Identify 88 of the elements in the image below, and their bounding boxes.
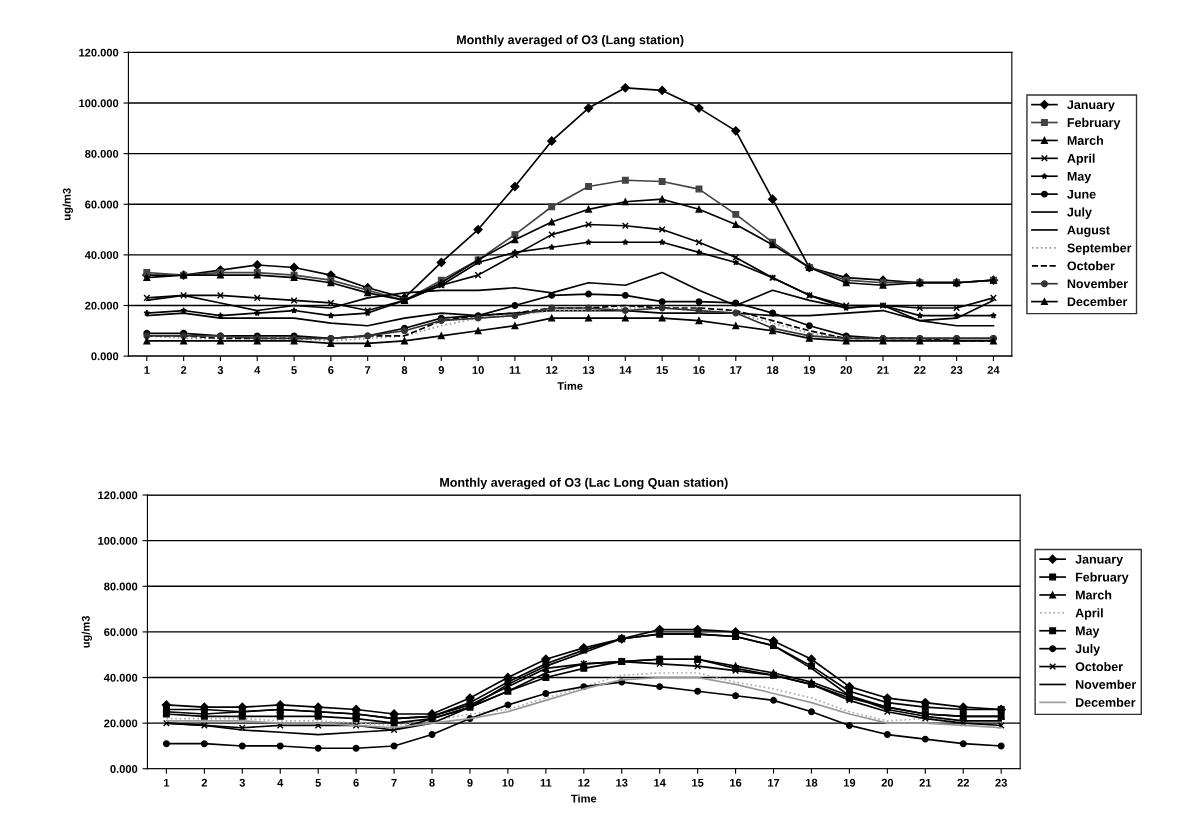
x-tick-label: 12 xyxy=(546,366,558,374)
x-tick-label: 5 xyxy=(291,366,297,374)
x-tick-label: 15 xyxy=(656,366,669,374)
x-tick-label: 1 xyxy=(164,778,170,787)
x-tick-label: 13 xyxy=(583,366,595,374)
y-tick-label: 40.000 xyxy=(103,673,138,682)
legend-label: June xyxy=(1067,189,1096,199)
x-tick-label: 20 xyxy=(881,778,894,787)
x-tick-label: 14 xyxy=(619,366,632,374)
legend-label: December xyxy=(1067,296,1128,307)
x-tick-label: 23 xyxy=(950,366,963,374)
y-tick-label: 100.000 xyxy=(98,536,138,545)
legend-label: November xyxy=(1067,279,1128,289)
x-tick-label: 21 xyxy=(877,366,889,374)
y-tick-label: 40.000 xyxy=(84,251,119,259)
legend-label: September xyxy=(1067,243,1132,255)
x-tick-label: 22 xyxy=(914,366,926,374)
x-tick-label: 19 xyxy=(803,366,816,374)
chart-title: Monthly averaged of O3 (Lang station) xyxy=(457,35,684,47)
x-tick-label: 4 xyxy=(277,778,284,787)
legend-label: April xyxy=(1075,608,1103,620)
legend-label: May xyxy=(1067,172,1092,184)
x-tick-label: 2 xyxy=(180,366,187,374)
x-axis-title: Time xyxy=(571,794,597,803)
legend-label: August xyxy=(1067,225,1110,237)
legend-label: February xyxy=(1075,572,1129,585)
x-tick-label: 18 xyxy=(805,778,818,787)
x-tick-label: 17 xyxy=(768,778,780,787)
y-axis-title: ug/m3 xyxy=(62,188,73,220)
x-tick-label: 24 xyxy=(987,366,1000,374)
x-tick-label: 3 xyxy=(217,366,224,374)
x-tick-label: 8 xyxy=(429,778,435,787)
x-axis-title: Time xyxy=(557,381,583,390)
x-tick-label: 17 xyxy=(730,366,742,374)
y-tick-label: 0.000 xyxy=(91,352,119,361)
x-tick-label: 7 xyxy=(391,778,397,787)
x-tick-label: 20 xyxy=(840,366,852,374)
legend-label: December xyxy=(1075,697,1136,707)
x-tick-label: 7 xyxy=(365,366,371,374)
x-tick-label: 15 xyxy=(692,778,704,787)
x-tick-label: 1 xyxy=(144,366,150,374)
x-tick-label: 9 xyxy=(438,366,444,374)
y-tick-label: 60.000 xyxy=(85,200,119,209)
legend-label: April xyxy=(1067,153,1095,166)
x-tick-label: 10 xyxy=(472,366,484,374)
y-tick-label: 20.000 xyxy=(104,719,138,728)
x-tick-label: 6 xyxy=(353,778,359,787)
y-tick-label: 120.000 xyxy=(79,48,119,57)
x-tick-label: 22 xyxy=(957,778,969,787)
x-tick-label: 16 xyxy=(730,778,742,787)
legend-label: March xyxy=(1075,590,1112,600)
y-axis-title: ug/m3 xyxy=(81,615,92,648)
x-tick-label: 11 xyxy=(509,366,521,374)
legend-label: October xyxy=(1067,261,1115,271)
x-tick-label: 13 xyxy=(616,778,628,787)
y-tick-label: 80.000 xyxy=(85,149,119,158)
x-tick-label: 5 xyxy=(315,778,321,787)
chart-title: Monthly averaged of O3 (Lac Long Quan station) xyxy=(440,477,728,490)
x-tick-label: 16 xyxy=(693,366,705,374)
legend-label: March xyxy=(1067,135,1103,145)
x-tick-label: 2 xyxy=(201,778,207,787)
y-tick-label: 20.000 xyxy=(85,301,119,310)
x-tick-label: 14 xyxy=(654,778,666,787)
x-tick-label: 3 xyxy=(239,778,245,787)
y-tick-label: 0.000 xyxy=(110,765,138,773)
x-tick-label: 11 xyxy=(540,778,552,787)
x-tick-label: 6 xyxy=(328,366,334,374)
legend-label: October xyxy=(1075,661,1123,672)
x-tick-label: 21 xyxy=(919,778,932,787)
x-tick-label: 4 xyxy=(254,366,261,374)
legend-label: January xyxy=(1067,100,1115,112)
x-tick-label: 19 xyxy=(843,778,856,787)
x-tick-label: 12 xyxy=(578,778,590,787)
legend-label: May xyxy=(1075,626,1100,638)
legend-label: July xyxy=(1075,643,1101,656)
y-tick-label: 100.000 xyxy=(79,99,119,108)
legend-label: February xyxy=(1067,117,1121,130)
x-tick-label: 9 xyxy=(467,778,473,787)
legend-label: July xyxy=(1067,207,1092,220)
x-tick-label: 10 xyxy=(502,778,514,787)
y-tick-label: 80.000 xyxy=(104,582,138,591)
legend-label: January xyxy=(1075,554,1124,567)
x-tick-label: 18 xyxy=(767,366,779,374)
x-tick-label: 23 xyxy=(995,778,1007,787)
legend-label: November xyxy=(1075,679,1137,689)
x-tick-label: 8 xyxy=(401,366,408,374)
y-tick-label: 120.000 xyxy=(98,491,138,500)
y-tick-label: 60.000 xyxy=(104,628,138,637)
